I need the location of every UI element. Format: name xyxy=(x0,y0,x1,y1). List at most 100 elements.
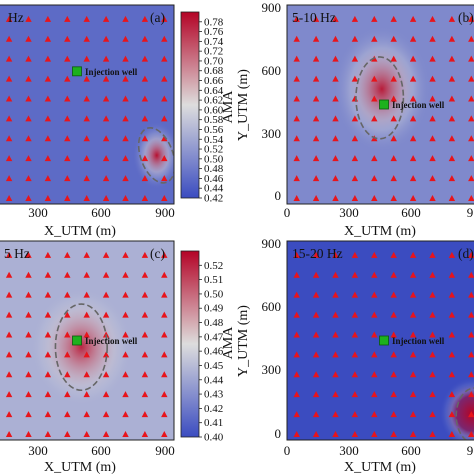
station-marker xyxy=(390,351,397,358)
panel-a: Injection well Hz (a) 300 600 900 X_UTM … xyxy=(0,4,236,239)
station-marker xyxy=(468,371,474,378)
station-marker xyxy=(409,55,417,62)
station-marker xyxy=(371,155,378,162)
station-marker xyxy=(371,115,378,122)
panel-b-xtick: 300 xyxy=(339,205,359,220)
station-marker xyxy=(161,411,168,418)
station-marker xyxy=(122,95,129,102)
station-marker xyxy=(293,430,300,437)
station-marker xyxy=(141,291,149,298)
panel-b-ylabel: Y_UTM (m) xyxy=(236,69,251,141)
station-marker xyxy=(468,55,474,62)
station-marker xyxy=(468,75,474,82)
station-marker xyxy=(102,15,110,22)
colorbar-tick-label: 0.52 xyxy=(204,144,223,156)
station-marker xyxy=(429,75,436,82)
station-marker xyxy=(332,411,339,418)
station-marker xyxy=(390,35,397,42)
station-marker xyxy=(468,351,474,358)
station-marker xyxy=(44,155,52,162)
colorbar-tick-label: 0.43 xyxy=(204,389,224,401)
station-marker xyxy=(409,175,417,182)
station-marker xyxy=(429,391,436,398)
station-marker xyxy=(83,95,90,102)
station-marker xyxy=(351,194,359,201)
station-marker xyxy=(371,291,378,298)
station-marker xyxy=(25,55,32,62)
station-marker xyxy=(409,411,417,418)
station-marker xyxy=(25,95,32,102)
colorbar-gradient xyxy=(180,11,200,199)
station-marker xyxy=(448,95,456,102)
panel-c-heatmap: Injection well xyxy=(0,240,175,441)
station-marker xyxy=(332,35,339,42)
amplitude-anomaly xyxy=(334,27,430,151)
colorbar-tick-label: 0.56 xyxy=(204,124,224,136)
panel-d-xtick: 300 xyxy=(339,443,359,458)
panel-a-xlabel: X_UTM (m) xyxy=(44,224,116,239)
injection-well-marker xyxy=(379,335,389,346)
station-marker xyxy=(141,95,149,102)
station-marker xyxy=(122,411,129,418)
station-marker xyxy=(141,311,149,318)
panel-b-xtick: 9 xyxy=(467,205,474,220)
station-marker xyxy=(5,75,13,82)
station-marker xyxy=(44,430,52,437)
station-marker xyxy=(448,291,456,298)
station-marker xyxy=(293,75,300,82)
panel-b-freq-label: 5-10 Hz xyxy=(292,10,336,25)
station-marker xyxy=(5,55,13,62)
station-marker xyxy=(332,371,339,378)
station-marker xyxy=(448,251,456,258)
station-marker xyxy=(409,351,417,358)
station-marker xyxy=(293,391,300,398)
station-marker xyxy=(5,251,13,258)
station-marker xyxy=(312,75,320,82)
station-marker xyxy=(102,251,110,258)
station-marker xyxy=(83,411,90,418)
station-marker xyxy=(141,15,149,22)
station-marker xyxy=(312,115,320,122)
station-marker xyxy=(25,331,32,338)
station-marker xyxy=(351,35,359,42)
station-marker xyxy=(332,391,339,398)
colorbar-tick-label: 0.52 xyxy=(204,260,223,272)
panel-d-ytick: 600 xyxy=(262,299,282,314)
station-marker xyxy=(448,430,456,437)
station-marker xyxy=(468,175,474,182)
station-marker xyxy=(448,15,456,22)
station-marker xyxy=(293,291,300,298)
station-marker xyxy=(448,411,456,418)
station-marker xyxy=(102,75,110,82)
station-marker xyxy=(448,55,456,62)
station-marker xyxy=(5,371,13,378)
station-marker xyxy=(312,251,320,258)
station-marker xyxy=(371,411,378,418)
station-marker xyxy=(429,15,436,22)
colorbar-tick-label: 0.54 xyxy=(204,134,224,146)
station-marker xyxy=(64,35,71,42)
station-marker xyxy=(332,115,339,122)
station-marker xyxy=(141,115,149,122)
panel-d-letter: (d) xyxy=(458,246,474,261)
station-marker xyxy=(312,291,320,298)
station-marker xyxy=(312,371,320,378)
station-marker xyxy=(64,55,71,62)
station-marker xyxy=(64,430,71,437)
station-marker xyxy=(312,351,320,358)
station-marker xyxy=(409,115,417,122)
station-marker xyxy=(102,430,110,437)
station-marker xyxy=(293,411,300,418)
panel-b-ytick: 600 xyxy=(262,63,282,78)
station-marker xyxy=(44,271,52,278)
panel-d-ytick: 300 xyxy=(262,362,282,377)
station-marker xyxy=(44,75,52,82)
station-marker xyxy=(141,371,149,378)
station-marker xyxy=(102,331,110,338)
station-marker xyxy=(371,311,378,318)
panel-b-ytick: 900 xyxy=(262,0,282,15)
station-marker xyxy=(161,35,168,42)
station-marker xyxy=(409,95,417,102)
station-marker xyxy=(448,331,456,338)
